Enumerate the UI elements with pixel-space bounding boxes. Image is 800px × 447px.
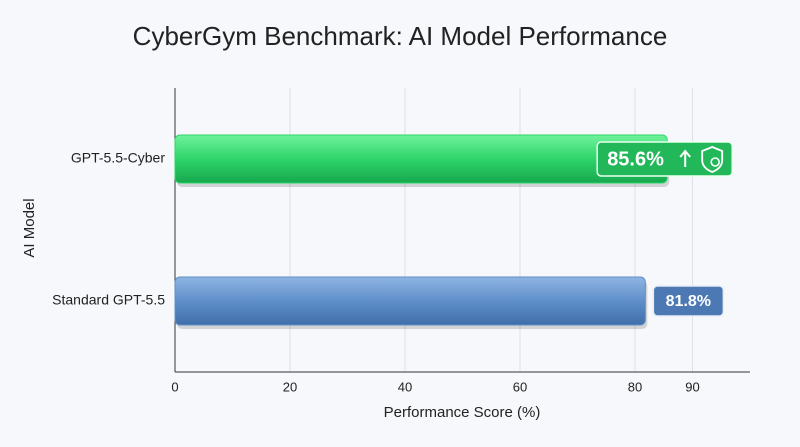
shield-icon [701,146,724,173]
x-tick-label: 60 [513,379,527,394]
y-tick-label: GPT-5.5-Cyber [71,150,165,166]
gear-icon [710,157,721,167]
x-tick-label: 0 [171,379,178,394]
y-tick-label: Standard GPT-5.5 [52,292,165,308]
label-box [652,285,725,317]
x-axis-label: Performance Score (%) [384,404,541,421]
y-axis-label: AI Model [21,198,38,257]
up-arrow [679,149,691,167]
label-box [596,141,733,177]
value-label: 85.6% [607,148,664,170]
chart-title: CyberGym Benchmark: AI Model Performance [133,21,668,51]
x-tick-label: 40 [398,379,412,394]
x-tick-label: 20 [283,379,297,394]
bar [174,134,668,184]
x-tick-label: 90 [685,379,699,394]
value-label-box: 85.6% [596,141,733,177]
value-label: 81.8% [666,293,711,310]
bar [174,276,646,326]
value-label-box: 81.8% [652,285,725,317]
x-tick-label: 80 [628,379,642,394]
